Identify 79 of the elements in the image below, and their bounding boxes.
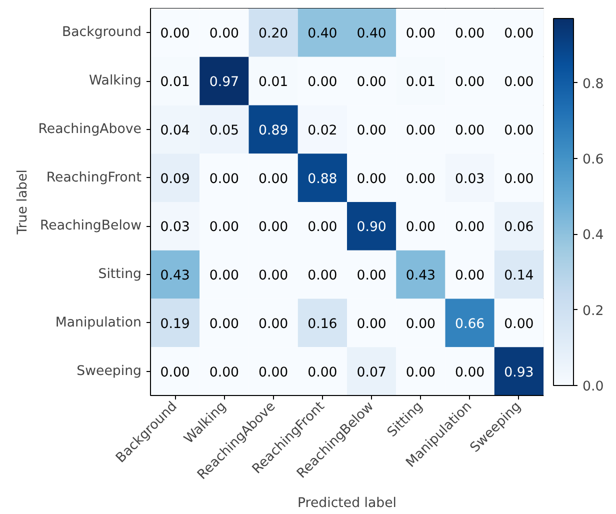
data-label: 0.43 [160,268,190,284]
data-label: 0.00 [406,220,436,236]
data-label: 0.06 [504,220,534,236]
data-label: 0.00 [504,316,534,332]
data-label: 0.04 [160,123,190,138]
y-tick-label: Walking [88,74,142,89]
data-label: 0.19 [160,316,190,332]
data-label: 0.00 [160,26,190,42]
color-bar-label: 0.6 [582,152,604,168]
y-axis-title: True label [15,170,30,236]
data-label: 0.02 [308,123,338,138]
data-label: 0.00 [454,220,485,236]
data-label: 0.88 [308,172,338,187]
data-label: 0.00 [209,316,240,332]
data-label: 0.00 [504,172,534,187]
data-label: 0.00 [406,316,436,332]
data-label: 0.00 [406,123,436,138]
data-label: 0.00 [454,268,485,284]
data-label: 0.00 [308,268,338,284]
x-axis-title: Predicted label [297,496,397,512]
data-label: 0.00 [258,316,288,332]
data-label: 0.00 [406,172,436,187]
data-label: 0.16 [308,316,338,332]
data-label: 0.00 [258,365,288,380]
data-label: 0.03 [160,220,190,236]
y-tick-label: ReachingAbove [38,122,142,137]
data-label: 0.20 [258,26,288,42]
y-tick-label: Sweeping [76,364,142,379]
data-label: 0.01 [258,75,288,90]
data-label: 0.00 [406,26,436,42]
data-label: 0.00 [308,365,338,380]
data-label: 0.09 [160,172,190,187]
data-label: 0.00 [504,75,534,90]
data-label: 0.93 [504,365,534,380]
data-label: 0.00 [308,75,338,90]
y-tick-label: ReachingBelow [40,218,142,234]
data-label: 0.00 [356,123,386,138]
data-label: 0.00 [209,365,240,380]
data-label: 0.40 [308,26,338,42]
y-tick-label: ReachingFront [46,170,142,186]
data-label: 0.00 [209,268,240,284]
data-label: 0.66 [454,316,485,332]
data-label: 0.05 [209,123,240,138]
data-label: 0.00 [454,365,485,380]
data-label: 0.00 [258,172,288,187]
data-label: 0.00 [209,26,240,42]
data-label: 0.00 [308,220,338,236]
data-label: 0.00 [356,316,386,332]
data-label: 0.00 [454,123,485,138]
data-label: 0.01 [406,75,436,90]
data-label: 0.89 [258,123,288,138]
y-tick-label: Background [62,25,142,40]
y-tick-label: Manipulation [55,315,142,330]
color-bar-label: 0.0 [582,380,604,394]
data-label: 0.03 [454,172,485,187]
data-label: 0.00 [504,123,534,138]
color-bar-label: 0.8 [582,76,604,92]
data-label: 0.40 [356,26,386,42]
data-label: 0.00 [209,172,240,187]
data-label: 0.43 [406,268,436,284]
data-label: 0.00 [406,365,436,380]
data-label: 0.07 [356,365,386,380]
data-label: 0.00 [209,220,240,236]
data-label: 0.00 [258,268,288,284]
data-label: 0.00 [454,75,485,90]
data-label: 0.00 [504,26,534,42]
color-bar-label: 0.2 [582,304,604,319]
data-label: 0.90 [356,220,386,236]
data-label: 0.00 [356,75,386,90]
data-label: 0.00 [258,220,288,236]
data-label: 0.14 [504,268,534,284]
data-label: 0.00 [356,172,386,187]
data-label: 0.97 [209,75,240,90]
data-label: 0.00 [356,268,386,284]
data-label: 0.00 [160,365,190,380]
color-bar-label: 0.4 [582,228,604,244]
y-tick-label: Sitting [98,267,142,282]
data-label: 0.01 [160,75,190,90]
data-label: 0.00 [454,26,485,42]
